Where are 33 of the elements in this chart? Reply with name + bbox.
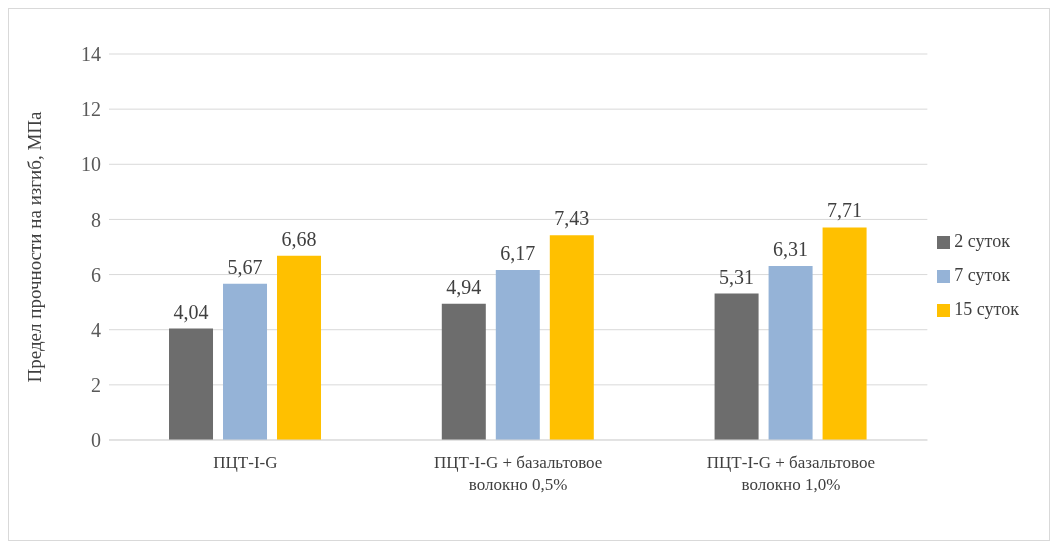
bar — [441, 303, 486, 440]
legend-label: 2 суток — [954, 230, 1010, 251]
data-label: 5,31 — [719, 265, 755, 288]
y-tick-label: 8 — [91, 208, 101, 231]
y-tick-label: 6 — [91, 263, 101, 286]
bar — [169, 328, 214, 440]
data-label: 6,17 — [500, 241, 536, 264]
y-tick-label: 2 — [91, 373, 101, 396]
bar — [277, 255, 322, 440]
data-label: 7,71 — [827, 199, 863, 222]
bar — [223, 283, 268, 440]
y-axis-title: Предел прочности на изгиб, МПа — [23, 110, 45, 383]
bar — [822, 227, 867, 440]
data-label: 4,04 — [173, 300, 209, 323]
x-tick-label: ПЦТ-I-G — [213, 453, 278, 472]
bar — [495, 269, 540, 440]
bar — [714, 293, 759, 440]
y-tick-label: 4 — [91, 318, 101, 341]
y-tick-label: 12 — [81, 98, 101, 121]
data-label: 7,43 — [554, 207, 590, 230]
bar — [768, 266, 813, 440]
x-tick-label: ПЦТ-I-G + базальтовое волокно 0,5% — [434, 453, 603, 494]
data-label: 6,68 — [281, 227, 317, 250]
data-label: 4,94 — [446, 275, 482, 298]
legend-label: 15 суток — [954, 298, 1019, 319]
y-tick-label: 10 — [81, 153, 101, 176]
x-tick-label: ПЦТ-I-G + базальтовое волокно 1,0% — [706, 453, 876, 494]
data-label: 6,31 — [773, 238, 809, 261]
bar — [549, 235, 594, 440]
legend-label: 7 суток — [954, 264, 1010, 285]
y-tick-label: 14 — [81, 43, 101, 66]
data-label: 5,67 — [227, 255, 263, 278]
y-tick-label: 0 — [91, 429, 101, 452]
